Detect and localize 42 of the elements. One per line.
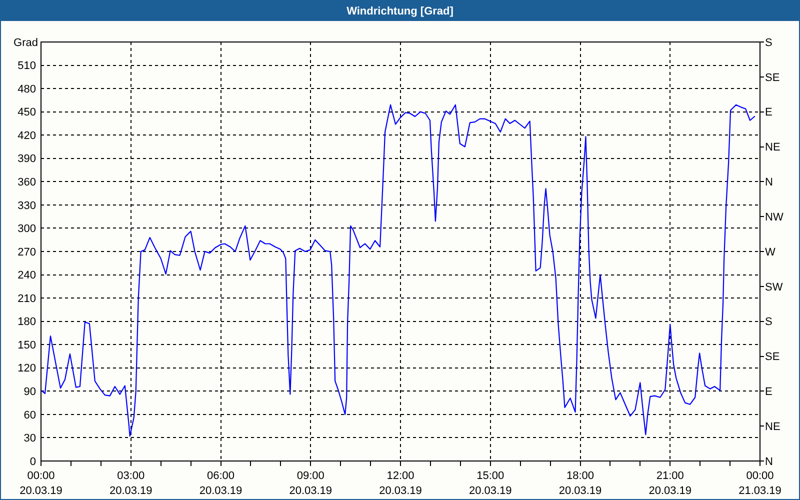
category-label: S bbox=[765, 316, 772, 328]
category-label: N bbox=[765, 456, 773, 468]
category-label: S bbox=[765, 36, 772, 49]
x-tick-label: 00:00 21.03.19 bbox=[738, 470, 782, 497]
y-tick-label: 60 bbox=[24, 409, 36, 422]
y-tick-label: 360 bbox=[18, 176, 36, 189]
category-label: E bbox=[765, 386, 772, 398]
y-tick-label: 90 bbox=[24, 386, 36, 398]
y-tick-label: 0 bbox=[30, 456, 36, 468]
y-tick-label: 180 bbox=[18, 316, 36, 328]
category-label: E bbox=[765, 106, 772, 119]
category-label: SW bbox=[765, 281, 783, 294]
x-tick-label: 00:00 20.03.19 bbox=[20, 470, 62, 497]
category-label: SE bbox=[765, 72, 780, 84]
y-tick-label: 330 bbox=[18, 200, 36, 212]
y-tick-label: 120 bbox=[18, 362, 36, 375]
y-tick-label: 450 bbox=[18, 106, 36, 119]
category-label: W bbox=[765, 246, 776, 258]
y-tick-label: 30 bbox=[24, 432, 36, 445]
y-tick-label: 480 bbox=[18, 83, 36, 96]
y-tick-label: 390 bbox=[18, 153, 36, 166]
y-tick-label: 150 bbox=[18, 339, 36, 352]
category-label: NE bbox=[765, 420, 780, 433]
category-label: NE bbox=[765, 142, 780, 154]
y-tick-label: 270 bbox=[18, 246, 36, 258]
category-label: N bbox=[765, 176, 773, 189]
x-tick-label: 15:00 20.03.19 bbox=[468, 470, 512, 497]
x-tick-label: 12:00 20.03.19 bbox=[379, 470, 422, 497]
y-axis-title: Grad bbox=[14, 37, 38, 49]
category-label: NW bbox=[765, 211, 784, 224]
y-tick-label: 510 bbox=[18, 60, 36, 72]
x-tick-label: 06:00 20.03.19 bbox=[199, 470, 242, 497]
y-tick-label: 240 bbox=[18, 270, 36, 282]
y-tick-label: 420 bbox=[18, 130, 36, 142]
x-tick-label: 18:00 20.03.19 bbox=[558, 470, 602, 497]
chart-title: Windrichtung [Grad] bbox=[346, 6, 454, 18]
category-label: SE bbox=[765, 351, 780, 364]
x-tick-label: 09:00 20.03.19 bbox=[289, 470, 332, 497]
x-tick-label: 03:00 20.03.19 bbox=[109, 470, 152, 497]
x-tick-label: 21:00 20.03.19 bbox=[648, 470, 692, 497]
y-tick-label: 300 bbox=[18, 223, 36, 236]
y-tick-label: 210 bbox=[18, 292, 36, 305]
